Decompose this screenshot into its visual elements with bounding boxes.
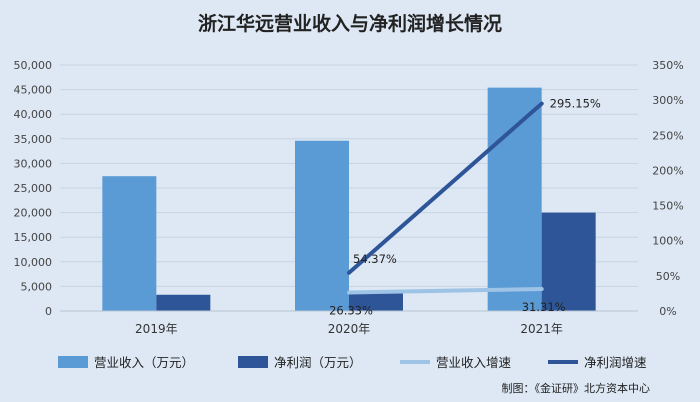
x-tick-label: 2019年 [135, 322, 178, 336]
legend-label-1: 净利润（万元） [274, 355, 362, 370]
right-tick-label: 50% [656, 270, 680, 283]
axis-layer: 0 5,000 10,000 15,000 20,000 25,000 30,000 35,0… [14, 59, 684, 336]
x-tick-label: 2021年 [520, 322, 563, 336]
left-tick-label: 20,000 [14, 207, 53, 220]
data-label: 54.37% [353, 252, 397, 266]
credit-text: 制图：《金证研》北方资本中心 [502, 381, 651, 395]
right-tick-label: 100% [652, 235, 683, 248]
net-profit-growth-line [347, 101, 544, 275]
legend-swatch-1 [238, 356, 268, 368]
left-tick-label: 40,000 [14, 108, 53, 121]
right-tick-label: 150% [652, 200, 683, 213]
left-tick-label: 35,000 [14, 133, 53, 146]
label-layer: 26.33% 31.31% 54.37% 295.15% [329, 97, 601, 318]
left-tick-label: 0 [45, 305, 52, 318]
right-tick-label: 350% [652, 59, 683, 72]
data-label: 31.31% [522, 300, 566, 314]
legend-label-0: 营业收入（万元） [94, 355, 194, 370]
left-tick-label: 25,000 [14, 182, 53, 195]
bar-revenue-0 [102, 176, 157, 311]
right-tick-label: 300% [652, 94, 683, 107]
bar-revenue-1 [295, 140, 349, 311]
legend-label-3: 净利润增速 [584, 355, 647, 370]
left-tick-label: 15,000 [14, 231, 53, 244]
bar-net-profit-0 [156, 294, 211, 311]
line-layer [347, 101, 544, 295]
left-tick-label: 30,000 [14, 157, 53, 170]
bar-revenue-2 [487, 87, 542, 311]
left-tick-label: 50,000 [14, 59, 53, 72]
left-tick-label: 45,000 [14, 84, 53, 97]
legend-label-2: 营业收入增速 [436, 355, 512, 370]
bar-net-profit-2 [541, 212, 596, 311]
right-tick-label: 250% [652, 129, 683, 142]
right-tick-label: 200% [652, 164, 683, 177]
x-tick-label: 2020年 [328, 322, 371, 336]
chart-title: 浙江华远营业收入与净利润增长情况 [198, 12, 502, 35]
revenue-growth-line [347, 287, 544, 295]
data-label: 295.15% [550, 97, 601, 111]
left-tick-label: 5,000 [21, 280, 53, 293]
left-tick-label: 10,000 [14, 256, 53, 269]
legend: 营业收入（万元） 净利润（万元） 营业收入增速 净利润增速 [58, 355, 647, 370]
legend-swatch-0 [58, 356, 88, 368]
right-tick-label: 0% [659, 305, 676, 318]
data-label: 26.33% [329, 303, 373, 317]
bar-net-profit-1 [349, 293, 403, 311]
